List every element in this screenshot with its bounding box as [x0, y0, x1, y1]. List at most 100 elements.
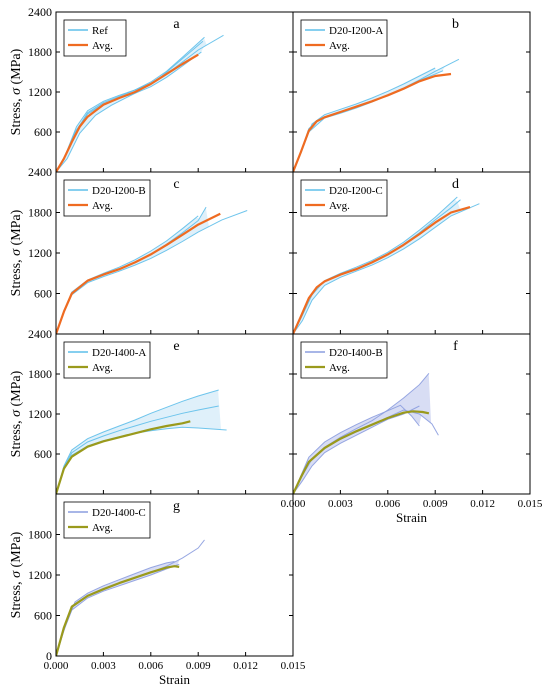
legend-box — [63, 501, 151, 539]
scatter-band — [56, 207, 248, 334]
legend-entry: Avg. — [92, 200, 113, 212]
legend-entry: D20-I400-C — [92, 507, 146, 519]
panel-title: b — [452, 17, 459, 32]
legend-box — [63, 19, 127, 57]
panel-f: 0.000 0.003 0.006 0.009 0.012 0.015StrainfD20… — [281, 333, 543, 525]
legend-entry: Avg. — [92, 40, 113, 52]
specimen-curve-3 — [293, 203, 480, 334]
x-axis-label: Strain — [396, 510, 428, 525]
x-tick-label: 0.015 — [518, 498, 543, 510]
panel-e: 600 1200 1800 2400 e D20-I400-A Avg. — [28, 327, 294, 495]
specimen-curve-2 — [293, 196, 458, 334]
y-tick-label: 600 — [34, 287, 52, 301]
x-tick-label: 0.006 — [138, 660, 163, 672]
y-axis-label: Stress, σ (MPa) — [9, 370, 24, 457]
avg-curve — [293, 410, 430, 494]
plot-area — [56, 389, 227, 494]
specimen-curve-1 — [56, 206, 207, 334]
panel-title: c — [173, 177, 179, 192]
y-tick-label: 1800 — [28, 367, 52, 381]
specimen-curve-3 — [56, 563, 180, 656]
y-tick-label: 1200 — [28, 85, 52, 99]
scatter-band — [293, 373, 436, 494]
x-tick-label: 0.015 — [281, 660, 306, 672]
specimen-curve-2 — [56, 36, 205, 172]
x-axis-label: Strain — [159, 672, 191, 687]
specimen-curve-1 — [293, 372, 430, 494]
panel-d: d D20-I200-C Avg. — [292, 171, 531, 335]
y-axis-label: Stress, σ (MPa) — [9, 209, 24, 296]
y-tick-label: 1800 — [28, 206, 52, 220]
avg-curve — [56, 212, 221, 334]
legend-box — [63, 341, 151, 379]
plot-area — [56, 34, 224, 172]
avg-curve — [293, 72, 452, 172]
x-tick-label: 0.012 — [233, 660, 258, 672]
y-axis-labels: Stress, σ (MPa) Stress, σ (MPa) Stress, σ … — [9, 48, 24, 618]
avg-curve — [56, 420, 191, 494]
y-tick-label: 2400 — [28, 5, 52, 19]
specimen-curve-3 — [293, 404, 420, 494]
specimen-curve-2 — [56, 389, 219, 494]
panel-b: b D20-I200-A Avg. — [292, 11, 531, 173]
legend-box — [300, 179, 388, 217]
plot-area — [293, 58, 460, 172]
y-tick-label: 2400 — [28, 327, 52, 341]
panel-title: a — [173, 17, 180, 32]
legend-entry: Avg. — [329, 40, 350, 52]
panel-title: f — [453, 339, 458, 354]
avg-curve — [293, 206, 471, 334]
legend-entry: Avg. — [92, 522, 113, 534]
specimen-curve-3 — [56, 210, 248, 334]
specimen-curve-3 — [56, 405, 219, 494]
specimen-curve-4 — [293, 405, 420, 494]
plot-area — [293, 372, 439, 494]
panel-title: d — [452, 177, 459, 192]
specimen-curve-1 — [56, 426, 227, 494]
y-tick-label: 1200 — [28, 568, 52, 582]
y-axis-label: Stress, σ (MPa) — [9, 48, 24, 135]
x-tick-label: 0.009 — [186, 660, 211, 672]
legend-entry: D20-I200-A — [329, 25, 383, 37]
y-tick-label: 1800 — [28, 528, 52, 542]
panel-title: g — [173, 499, 180, 514]
y-tick-label: 1200 — [28, 407, 52, 421]
panels: 600120018002400aRefAvg.bD20-I200-AAvg.60… — [28, 5, 543, 687]
specimen-curve-1 — [56, 51, 202, 172]
y-tick-label: 0 — [46, 649, 52, 663]
legend-entry: Ref — [92, 25, 108, 37]
panel-c: 600 1200 1800 2400 c D20-I200-B Avg. — [28, 165, 294, 335]
x-tick-label: 0.012 — [470, 498, 495, 510]
legend-entry: Avg. — [92, 362, 113, 374]
legend-entry: D20-I200-B — [92, 185, 146, 197]
x-tick-label: 0.003 — [328, 498, 353, 510]
avg-curve — [56, 565, 180, 656]
panel-title: e — [173, 339, 179, 354]
panel-a: 600 1200 1800 2400 a Ref Avg. — [28, 5, 294, 173]
x-tick-label: 0.006 — [375, 498, 400, 510]
y-tick-label: 1800 — [28, 45, 52, 59]
legend-entry: D20-I400-B — [329, 347, 383, 359]
legend-entry: D20-I200-C — [329, 185, 383, 197]
legend-entry: Avg. — [329, 200, 350, 212]
scatter-band — [56, 539, 205, 656]
legend-box — [63, 179, 151, 217]
y-tick-label: 600 — [34, 447, 52, 461]
x-tick-label: 0.003 — [91, 660, 116, 672]
avg-curve — [56, 53, 199, 172]
x-tick-label: 0.009 — [423, 498, 448, 510]
y-tick-label: 2400 — [28, 165, 52, 179]
x-tick-label: 0.000 — [44, 660, 69, 672]
scatter-band — [293, 199, 480, 334]
y-tick-label: 600 — [34, 609, 52, 623]
specimen-curve-1 — [293, 199, 461, 334]
specimen-curve-1 — [56, 539, 205, 656]
legend-entry: D20-I400-A — [92, 347, 146, 359]
scatter-band — [56, 390, 227, 494]
legend-entry: Avg. — [329, 362, 350, 374]
y-tick-label: 1200 — [28, 246, 52, 260]
plot-area — [293, 196, 480, 334]
y-tick-label: 600 — [34, 125, 52, 139]
plot-area — [56, 539, 205, 656]
